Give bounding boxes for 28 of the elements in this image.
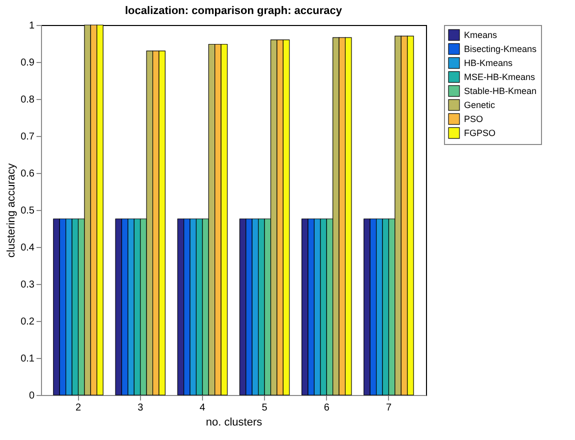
legend-label: FGPSO [464, 128, 496, 138]
chart-title: localization: comparison graph: accuracy [124, 5, 343, 17]
y-tick-label: 0.8 [20, 94, 35, 106]
y-tick-label: 0.7 [20, 132, 35, 142]
legend-label: PSO [464, 114, 484, 124]
x-tick-label: 3 [138, 402, 144, 414]
legend-label: MSE-HB-Kmeans [464, 72, 536, 82]
y-tick-label: 0.1 [20, 354, 35, 364]
y-tick-label: 0.5 [20, 206, 35, 216]
legend-label: Genetic [464, 100, 496, 110]
x-tick-label: 4 [200, 402, 206, 414]
y-axis-title: clustering accuracy [6, 162, 18, 258]
x-tick-label: 7 [386, 402, 392, 414]
y-tick-label: 0.2 [20, 316, 35, 328]
y-tick-label: 0 [28, 390, 35, 402]
x-tick-label: 5 [262, 402, 268, 414]
y-tick-label: 1 [28, 20, 35, 32]
x-tick-label: 2 [75, 402, 82, 414]
legend-label: HB-Kmeans [464, 58, 514, 68]
y-tick-label: 0.6 [20, 168, 35, 180]
y-tick-label: 0.4 [20, 242, 35, 254]
x-axis-title: no. clusters [206, 416, 263, 428]
legend-label: Bisecting-Kmeans [464, 44, 538, 54]
x-tick-label: 6 [324, 402, 330, 414]
legend-label: Stable-HB-Kmean [464, 86, 537, 96]
legend-label: Kmeans [464, 30, 498, 40]
y-tick-label: 0.3 [20, 280, 35, 290]
y-tick-label: 0.9 [20, 58, 35, 68]
